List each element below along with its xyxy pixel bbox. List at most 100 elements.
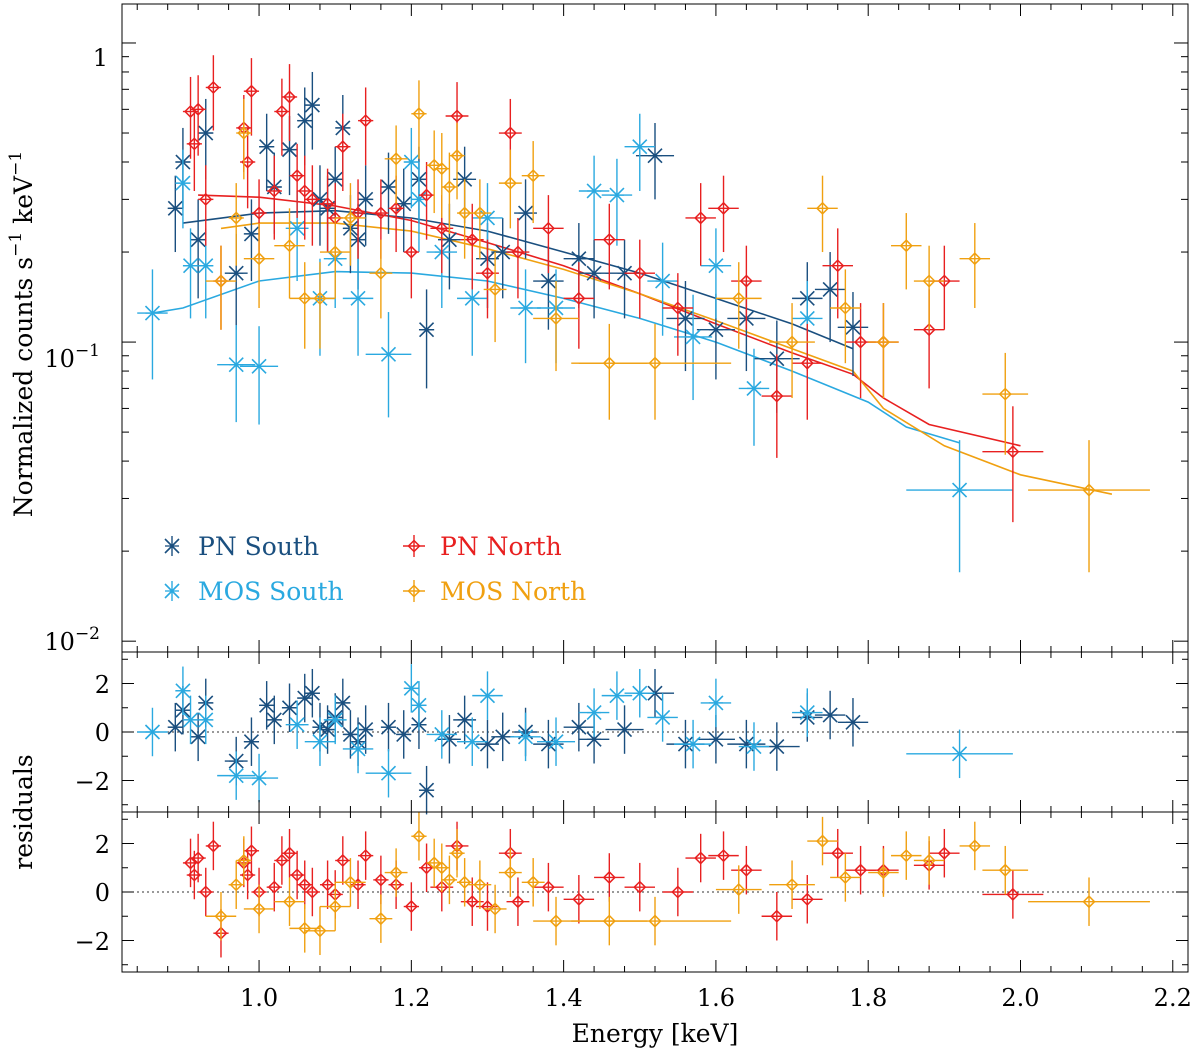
residual-pn_south-19 [396, 710, 412, 759]
residual-mos_south-0-marker [144, 724, 161, 740]
residual-mos_south-14 [457, 717, 488, 766]
residual-pn_north-27-marker [465, 895, 479, 909]
point-pn_north-40 [792, 323, 823, 420]
residual-mos_north-32-marker [998, 863, 1012, 877]
residual-mos_south-19-marker [609, 688, 625, 704]
residual-mos_north-10-marker [389, 866, 403, 880]
point-mos_north-14 [441, 152, 458, 234]
residual-mos_north-19 [498, 848, 522, 897]
y-tick-label-0.01: 10−2 [44, 624, 100, 656]
point-pn_north-27-marker [465, 233, 479, 247]
point-pn_south-26-marker [517, 205, 534, 221]
point-mos_north-28 [868, 303, 899, 399]
point-mos_north-1-marker [229, 211, 243, 225]
residual-mos_south-17-marker [548, 734, 564, 750]
x-tick-label-1.2: 1.2 [392, 984, 430, 1012]
residual-mos_south-22-marker [685, 736, 701, 752]
residual-pn_north-45-marker [937, 846, 951, 860]
residual-mos_north-33 [1028, 877, 1150, 926]
residual-mos_north-5 [289, 904, 320, 953]
point-mos_north-10 [384, 125, 408, 204]
point-mos_north-27-marker [838, 301, 852, 315]
residual-mos_north-20 [521, 858, 545, 907]
residual-mos_south-23 [700, 678, 732, 728]
south-residual-panel-marks [122, 664, 1188, 815]
point-mos_north-9-marker [374, 266, 388, 280]
point-mos_north-26 [807, 175, 838, 253]
point-mos_north-1 [228, 183, 244, 266]
residual-pn_south-5 [243, 717, 260, 766]
point-pn_south-18 [380, 152, 397, 234]
point-mos_south-19 [601, 158, 633, 246]
point-mos_north-3 [243, 223, 275, 308]
x-tick-label-1.4: 1.4 [545, 984, 583, 1012]
x-axis-title: Energy [keV] [572, 1019, 739, 1048]
residual-pn_north-4 [205, 821, 221, 871]
point-mos_north-13 [434, 133, 450, 218]
residual-pn_north-16-marker [321, 878, 335, 892]
residual-mos_south-10-marker [380, 765, 397, 781]
point-mos_south-14-marker [464, 290, 480, 306]
residual-pn_south-8-marker [281, 700, 298, 716]
point-mos_north-19 [498, 149, 522, 229]
y-tick-exp-0.1: −1 [75, 341, 100, 361]
residual-mos_north-13 [434, 843, 450, 892]
point-pn_south-5 [243, 199, 260, 282]
point-pn_north-31-marker [541, 221, 555, 235]
residual-mos_north-28 [868, 848, 899, 897]
residual-pn_north-36 [685, 833, 716, 883]
point-pn_north-20 [358, 87, 374, 166]
point-mos_north-20 [521, 141, 545, 224]
point-mos_south-1-marker [175, 175, 191, 191]
residual-mos_north-32 [982, 845, 1029, 895]
point-mos_south-12 [411, 162, 427, 253]
point-pn_south-6 [259, 113, 275, 191]
residual-pn_north-32-marker [572, 892, 586, 906]
residual-mos_north-27 [830, 853, 861, 902]
point-pn_north-9-marker [252, 206, 266, 220]
res1-tick-label-0: 0 [95, 719, 110, 747]
residual-mos_south-23-marker [708, 695, 724, 711]
residual-pn_north-34 [624, 862, 655, 912]
point-pn_north-37 [708, 175, 739, 253]
residual-pn_north-24-marker [420, 861, 434, 875]
residual-mos_south-4-marker [228, 768, 244, 784]
point-pn_north-12-marker [282, 90, 297, 104]
point-mos_south-4 [217, 325, 256, 423]
point-pn_south-31 [635, 123, 675, 200]
residual-mos_south-11 [403, 664, 419, 713]
point-mos_north-32-marker [998, 387, 1012, 401]
residual-pn_north-37 [708, 831, 739, 880]
point-mos_north-24-marker [732, 291, 746, 305]
residual-mos_south-5 [240, 753, 279, 803]
residual-pn_north-35-marker [671, 885, 685, 899]
point-pn_north-29-marker [503, 126, 517, 140]
residual-pn_south-14 [335, 678, 351, 728]
point-pn_south-31-marker [647, 148, 663, 164]
residual-mos_north-11 [411, 812, 427, 861]
residual-pn_north-13 [289, 850, 305, 900]
point-pn_north-28-marker [480, 266, 495, 280]
point-mos_north-5-marker [298, 291, 312, 305]
point-pn_south-8 [281, 115, 298, 196]
point-pn_south-33-marker [708, 322, 724, 338]
residual-pn_north-15 [304, 867, 320, 917]
legend-diamond-pn-north [407, 539, 421, 553]
residual-mos_south-24-marker [746, 738, 762, 755]
point-pn_north-26-marker [450, 109, 464, 123]
residual-mos_north-0 [205, 892, 237, 941]
residual-pn_north-33 [594, 853, 625, 902]
point-pn_north-13 [289, 143, 305, 218]
point-mos_north-23 [578, 323, 732, 420]
point-mos_south-26-marker [952, 482, 968, 498]
point-mos_south-20-marker [632, 139, 648, 155]
residual-mos_north-15 [449, 828, 465, 878]
residual-pn_north-28-marker [480, 899, 495, 914]
residual-pn_south-5-marker [243, 734, 260, 750]
point-pn_north-4-marker [206, 80, 220, 95]
point-pn_south-0-marker [167, 200, 183, 216]
residual-mos_north-3-marker [252, 902, 266, 916]
point-pn_south-29-marker [586, 265, 602, 281]
point-pn_south-2 [190, 199, 206, 299]
residual-pn_north-31-marker [541, 880, 555, 894]
